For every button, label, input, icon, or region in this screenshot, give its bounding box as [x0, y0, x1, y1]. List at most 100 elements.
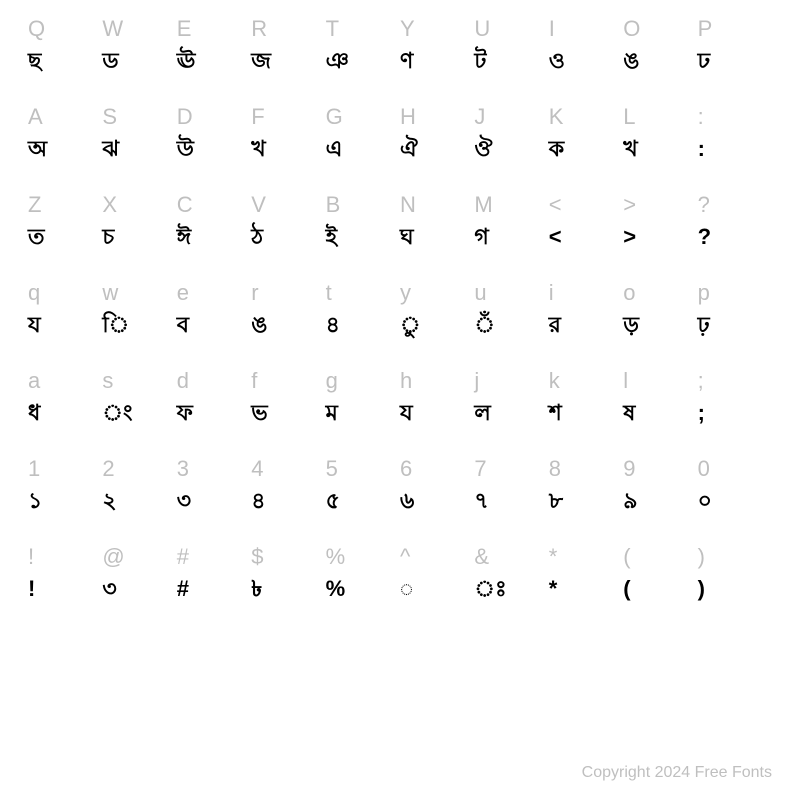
- charmap-cell: Oঙ: [623, 18, 697, 106]
- charmap-cell: 7৭: [474, 458, 548, 546]
- charmap-cell: aধ: [28, 370, 102, 458]
- key-label: G: [326, 106, 343, 128]
- mapped-glyph: ঘ: [400, 226, 414, 248]
- key-label: p: [698, 282, 710, 304]
- charmap-cell: 1১: [28, 458, 102, 546]
- mapped-glyph: ২: [102, 490, 116, 512]
- mapped-glyph: অ: [28, 138, 47, 160]
- mapped-glyph: ঝ: [102, 138, 119, 160]
- mapped-glyph: র: [549, 314, 561, 336]
- charmap-cell: ^◌: [400, 546, 474, 634]
- mapped-glyph: ণ: [400, 50, 413, 72]
- mapped-glyph: #: [177, 578, 189, 600]
- mapped-glyph: ৮: [549, 490, 563, 512]
- key-label: P: [698, 18, 713, 40]
- mapped-glyph: <: [549, 226, 562, 248]
- charmap-cell: Zত: [28, 194, 102, 282]
- charmap-cell: Xচ: [102, 194, 176, 282]
- key-label: a: [28, 370, 40, 392]
- mapped-glyph: য: [28, 314, 41, 336]
- mapped-glyph: ১: [28, 490, 42, 512]
- key-label: B: [326, 194, 341, 216]
- mapped-glyph: ড়: [623, 314, 639, 336]
- mapped-glyph: ০: [698, 490, 712, 512]
- mapped-glyph: ?: [698, 226, 711, 248]
- mapped-glyph: ৪: [326, 314, 340, 336]
- mapped-glyph: উ: [177, 138, 194, 160]
- charmap-cell: ;;: [698, 370, 772, 458]
- charmap-cell: Rজ: [251, 18, 325, 106]
- key-label: g: [326, 370, 338, 392]
- key-label: <: [549, 194, 562, 216]
- mapped-glyph: খ: [251, 138, 265, 160]
- mapped-glyph: ও: [549, 50, 565, 72]
- charmap-cell: Iও: [549, 18, 623, 106]
- charmap-cell: ##: [177, 546, 251, 634]
- mapped-glyph: ম: [326, 402, 338, 424]
- mapped-glyph: ড: [102, 50, 118, 72]
- key-label: 7: [474, 458, 486, 480]
- charmap-cell: !!: [28, 546, 102, 634]
- key-label: F: [251, 106, 264, 128]
- mapped-glyph: ঁ: [474, 314, 495, 336]
- charmap-cell: Gএ: [326, 106, 400, 194]
- key-label: 3: [177, 458, 189, 480]
- key-label: *: [549, 546, 558, 568]
- charmap-cell: Tঞ: [326, 18, 400, 106]
- charmap-cell: fভ: [251, 370, 325, 458]
- charmap-cell: Jঔ: [474, 106, 548, 194]
- mapped-glyph: ত: [28, 226, 45, 248]
- mapped-glyph: ঞ: [326, 50, 349, 72]
- key-label: d: [177, 370, 189, 392]
- charmap-cell: @৩: [102, 546, 176, 634]
- key-label: I: [549, 18, 555, 40]
- mapped-glyph: ং: [102, 402, 132, 424]
- key-label: ;: [698, 370, 704, 392]
- charmap-cell: kশ: [549, 370, 623, 458]
- mapped-glyph: ট: [474, 50, 486, 72]
- key-label: h: [400, 370, 412, 392]
- key-label: o: [623, 282, 635, 304]
- key-label: 9: [623, 458, 635, 480]
- mapped-glyph: ৫: [326, 490, 340, 512]
- mapped-glyph: খ: [623, 138, 637, 160]
- charmap-cell: rঙ: [251, 282, 325, 370]
- key-label: Z: [28, 194, 41, 216]
- charmap-cell: ??: [698, 194, 772, 282]
- charmap-cell: Mগ: [474, 194, 548, 282]
- mapped-glyph: ৯: [623, 490, 637, 512]
- charmap-cell: <<: [549, 194, 623, 282]
- key-label: E: [177, 18, 192, 40]
- mapped-glyph: ব: [177, 314, 189, 336]
- mapped-glyph: *: [549, 578, 558, 600]
- mapped-glyph: ঢ: [698, 50, 710, 72]
- charmap-cell: 8৮: [549, 458, 623, 546]
- mapped-glyph: ৭: [474, 490, 488, 512]
- mapped-glyph: >: [623, 226, 636, 248]
- mapped-glyph: ফ: [177, 402, 193, 424]
- mapped-glyph: ঔ: [474, 138, 492, 160]
- key-label: j: [474, 370, 479, 392]
- mapped-glyph: ছ: [28, 50, 41, 72]
- mapped-glyph: %: [326, 578, 346, 600]
- mapped-glyph: ৳: [251, 578, 262, 600]
- key-label: Y: [400, 18, 415, 40]
- copyright-footer: Copyright 2024 Free Fonts: [582, 764, 772, 782]
- mapped-glyph: ু: [400, 314, 421, 336]
- charmap-cell: %%: [326, 546, 400, 634]
- mapped-glyph: ভ: [251, 402, 267, 424]
- key-label: X: [102, 194, 117, 216]
- charmap-cell: lষ: [623, 370, 697, 458]
- key-label: 1: [28, 458, 40, 480]
- charmap-cell: Uট: [474, 18, 548, 106]
- key-label: >: [623, 194, 636, 216]
- key-label: y: [400, 282, 411, 304]
- charmap-cell: yু: [400, 282, 474, 370]
- mapped-glyph: ক: [549, 138, 564, 160]
- key-label: u: [474, 282, 486, 304]
- key-label: k: [549, 370, 560, 392]
- charmap-cell: Cঈ: [177, 194, 251, 282]
- mapped-glyph: ঙ: [251, 314, 267, 336]
- key-label: 6: [400, 458, 412, 480]
- key-label: O: [623, 18, 640, 40]
